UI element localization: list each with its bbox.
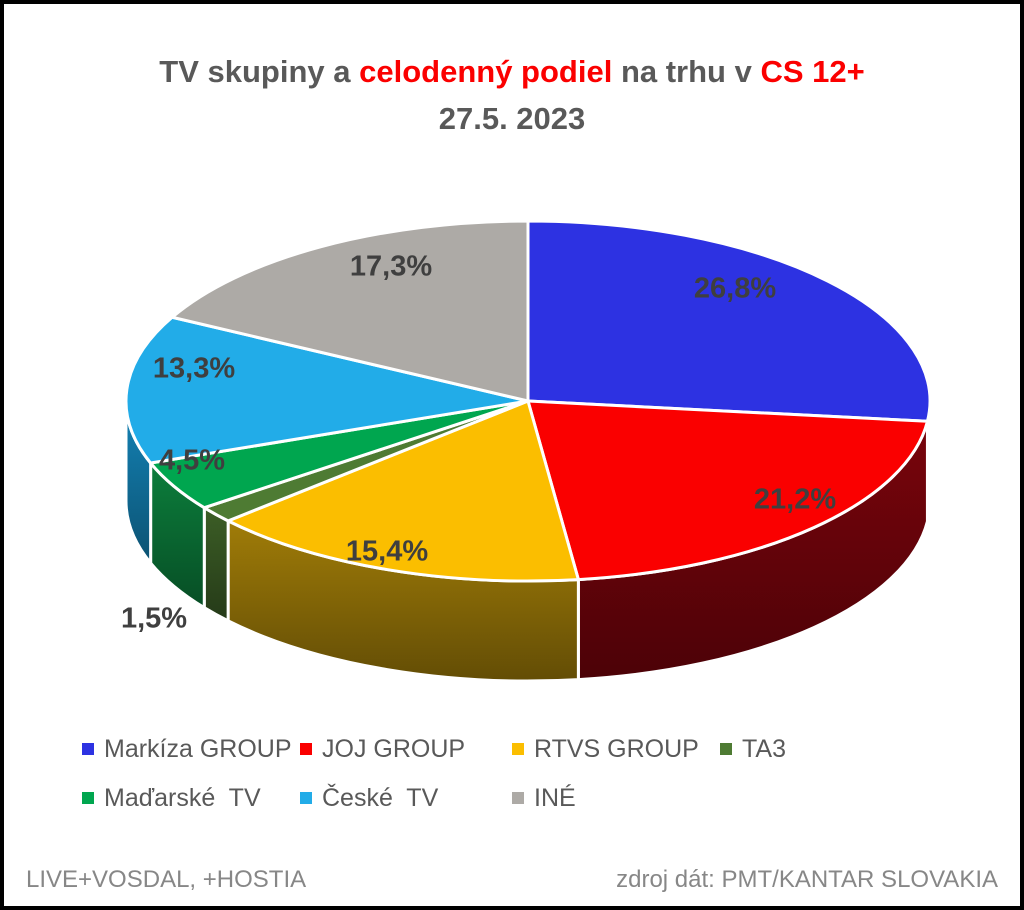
chart-title-line1: TV skupiny a celodenný podiel na trhu v … — [4, 48, 1020, 95]
title-segment: na trhu v — [612, 54, 761, 89]
slice-label-ta3: 1,5% — [121, 603, 187, 635]
legend-label: TA3 — [742, 735, 786, 763]
legend-label: INÉ — [534, 784, 576, 812]
slice-label-rtvs-group: 15,4% — [346, 536, 428, 568]
footer-source: zdroj dát: PMT/KANTAR SLOVAKIA — [616, 866, 998, 893]
legend-item-iné: INÉ — [512, 785, 576, 811]
chart-title: TV skupiny a celodenný podiel na trhu v … — [4, 48, 1020, 142]
pie-chart: 26,8% 21,2% 15,4% 1,5% 4,5% 13,3% 17,3% — [121, 219, 932, 683]
legend-label: Markíza GROUP — [104, 735, 292, 763]
chart-title-date: 27.5. 2023 — [438, 101, 586, 136]
slice-label-maďarské-tv: 4,5% — [159, 445, 225, 477]
title-segment-accent: CS 12+ — [760, 54, 865, 89]
legend-marker — [82, 792, 94, 804]
legend-item-maďarské-tv: Maďarské TV — [82, 785, 261, 811]
legend-marker — [82, 743, 94, 755]
legend-marker — [300, 743, 312, 755]
legend-marker — [300, 792, 312, 804]
legend-label: RTVS GROUP — [534, 735, 699, 763]
pie-slice-iné — [170, 219, 530, 403]
legend-marker — [512, 792, 524, 804]
legend-label: Maďarské TV — [104, 784, 261, 812]
legend-label: JOJ GROUP — [322, 735, 466, 763]
slice-label-iné: 17,3% — [350, 251, 432, 283]
legend-item-joj-group: JOJ GROUP — [300, 736, 465, 762]
legend-item-české-tv: České TV — [300, 785, 438, 811]
slice-label-markíza-group: 26,8% — [694, 273, 776, 305]
pie-slice-markíza-group — [526, 219, 932, 423]
legend-marker — [720, 743, 732, 755]
legend-item-markíza-group: Markíza GROUP — [82, 736, 292, 762]
pie-slice-rtvs-group — [226, 399, 580, 583]
pie-slice-české-tv — [124, 315, 530, 465]
legend-item-ta3: TA3 — [720, 736, 786, 762]
title-segment-accent: celodenný podiel — [359, 54, 613, 89]
title-segment: TV skupiny a — [159, 54, 360, 89]
slice-label-české-tv: 13,3% — [153, 353, 235, 385]
slice-label-joj-group: 21,2% — [754, 484, 836, 516]
legend-item-rtvs-group: RTVS GROUP — [512, 736, 699, 762]
pie-slice-side-ta3 — [202, 506, 230, 623]
legend-marker — [512, 743, 524, 755]
legend-label: České TV — [322, 784, 439, 812]
pie-slice-joj-group — [526, 399, 929, 582]
footer-note: LIVE+VOSDAL, +HOSTIA — [26, 866, 307, 893]
